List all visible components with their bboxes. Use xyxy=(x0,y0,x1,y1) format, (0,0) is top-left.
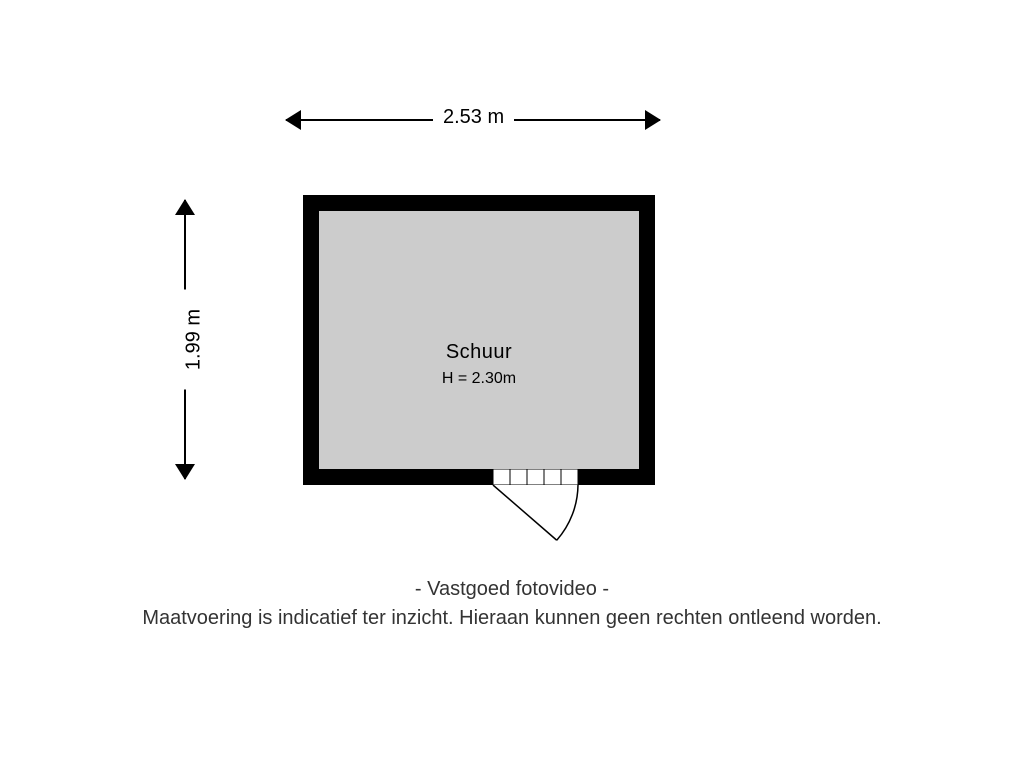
arrow-up-icon xyxy=(175,199,195,215)
door-hatch xyxy=(493,469,578,485)
door-swing-icon xyxy=(491,485,580,574)
room-label: Schuur H = 2.30m xyxy=(319,341,639,388)
dimension-height-label: 1.99 m xyxy=(183,290,206,390)
dimension-width-label: 2.53 m xyxy=(433,106,514,129)
arrow-left-icon xyxy=(285,110,301,130)
footer-line1: - Vastgoed fotovideo - xyxy=(0,578,1024,601)
room-height-label: H = 2.30m xyxy=(319,370,639,388)
arrow-down-icon xyxy=(175,464,195,480)
room-schuur: Schuur H = 2.30m xyxy=(303,195,655,485)
room-name: Schuur xyxy=(319,341,639,364)
arrow-right-icon xyxy=(645,110,661,130)
footer: - Vastgoed fotovideo - Maatvoering is in… xyxy=(0,578,1024,630)
floorplan-canvas: Schuur H = 2.30m 2.53 m 1.99 m - Vastgoe… xyxy=(0,0,1024,768)
footer-line2: Maatvoering is indicatief ter inzicht. H… xyxy=(0,607,1024,630)
